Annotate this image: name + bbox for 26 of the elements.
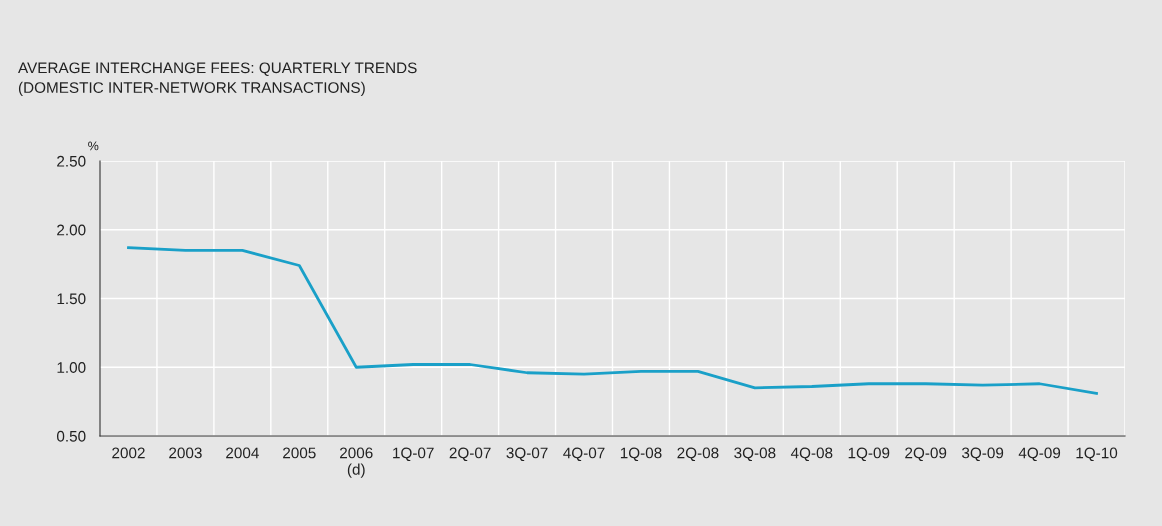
chart-title: AVERAGE INTERCHANGE FEES: QUARTERLY TRENDS (DOMESTIC INTER-NETWORK TRANSACTIONS) xyxy=(18,62,417,97)
x-tick-label: 1Q-09 xyxy=(848,447,890,462)
x-tick-label: 1Q-07 xyxy=(393,447,434,462)
x-tick-label: 2004 xyxy=(226,447,259,459)
x-tick-label: 2003 xyxy=(169,447,202,459)
x-tick-label: 3Q-09 xyxy=(961,447,1004,462)
x-tick-label: 2005 xyxy=(283,447,316,459)
y-tick-label: 1.00 xyxy=(57,362,86,373)
x-tick-label: 2006 (d) xyxy=(340,447,373,478)
x-tick-label: 3Q-08 xyxy=(734,447,776,462)
x-tick-label: 2Q-07 xyxy=(449,447,491,462)
x-tick-label: 1Q-10 xyxy=(1076,447,1118,462)
y-tick-label: 2.00 xyxy=(57,224,86,236)
x-tick-label: 1Q-08 xyxy=(620,447,662,462)
x-tick-label: 2002 xyxy=(112,447,145,459)
x-tick-label: 2Q-08 xyxy=(677,447,719,462)
y-axis-title: % xyxy=(88,141,99,151)
x-tick-label: 2Q-09 xyxy=(905,447,947,462)
y-tick-label: 0.50 xyxy=(56,430,86,442)
x-tick-label: 4Q-09 xyxy=(1018,447,1061,462)
y-tick-label: 2.50 xyxy=(57,155,86,167)
y-tick-label: 1.50 xyxy=(57,293,86,305)
x-tick-label: 4Q-07 xyxy=(563,447,605,462)
x-tick-label: 4Q-08 xyxy=(790,447,833,462)
line-series xyxy=(127,246,1098,395)
x-tick-label: 3Q-07 xyxy=(506,447,548,462)
